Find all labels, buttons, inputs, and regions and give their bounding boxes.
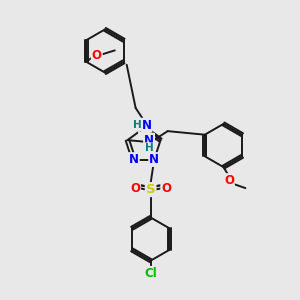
Text: O: O — [130, 182, 140, 195]
Text: O: O — [92, 49, 102, 62]
Text: S: S — [146, 183, 155, 196]
Text: N: N — [139, 122, 149, 135]
Text: Cl: Cl — [144, 267, 157, 280]
Text: N: N — [141, 118, 152, 132]
Text: H: H — [133, 120, 142, 130]
Text: H: H — [145, 143, 153, 153]
Text: N: N — [129, 153, 139, 166]
Text: N: N — [144, 134, 154, 147]
Text: N: N — [149, 153, 159, 166]
Text: O: O — [224, 174, 234, 187]
Text: O: O — [161, 182, 171, 195]
